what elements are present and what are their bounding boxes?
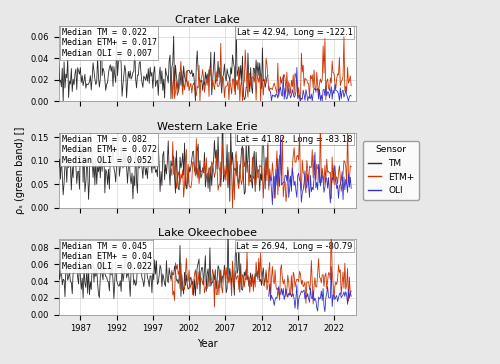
Title: Crater Lake: Crater Lake [175,15,240,25]
Title: Lake Okeechobee: Lake Okeechobee [158,229,256,238]
X-axis label: Year: Year [197,339,218,349]
Text: Lat = 26.94,  Long = -80.79: Lat = 26.94, Long = -80.79 [236,242,352,250]
Title: Western Lake Erie: Western Lake Erie [157,122,258,132]
Legend: TM, ETM+, OLI: TM, ETM+, OLI [363,141,419,199]
Text: Lat = 41.82,  Long = -83.18: Lat = 41.82, Long = -83.18 [236,135,352,144]
Text: Lat = 42.94,  Long = -122.1: Lat = 42.94, Long = -122.1 [236,28,352,37]
Text: Median TM = 0.022
Median ETM+ = 0.017
Median OLI = 0.007: Median TM = 0.022 Median ETM+ = 0.017 Me… [62,28,156,58]
Text: Median TM = 0.045
Median ETM+ = 0.04
Median OLI = 0.022: Median TM = 0.045 Median ETM+ = 0.04 Med… [62,242,152,271]
Text: Median TM = 0.082
Median ETM+ = 0.072
Median OLI = 0.052: Median TM = 0.082 Median ETM+ = 0.072 Me… [62,135,156,165]
Y-axis label: ρₛ (green band) []: ρₛ (green band) [] [15,127,25,214]
